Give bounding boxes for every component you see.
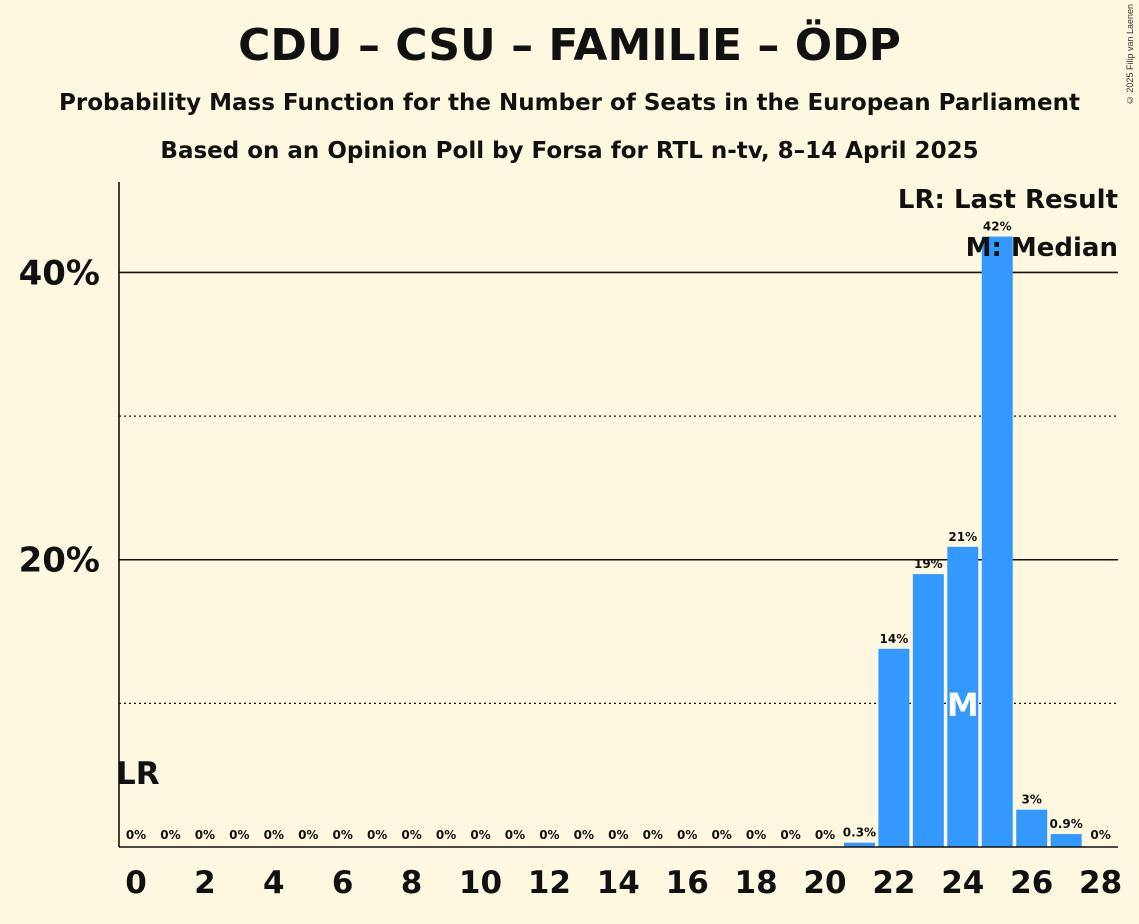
bar-value-label: 0% [195,828,215,842]
x-tick-label: 16 [666,865,709,901]
chart-title: CDU – CSU – FAMILIE – ÖDP [238,20,901,71]
chart-source-subtitle: Based on an Opinion Poll by Forsa for RT… [160,138,979,164]
legend-last-result: LR: Last Result [897,185,1118,215]
bar-value-label: 0% [574,828,594,842]
x-tick-label: 28 [1079,865,1122,901]
bar-value-label: 0% [505,828,525,842]
x-tick-label: 4 [263,865,285,901]
bar [981,236,1013,847]
x-tick-label: 20 [803,865,846,901]
last-result-marker: LR [116,756,160,792]
x-tick-label: 8 [401,865,423,901]
bar [878,648,910,847]
bar-value-label: 0% [539,828,559,842]
x-tick-label: 26 [1010,865,1053,901]
bars [843,236,1082,847]
bar-value-label: 0.3% [843,826,876,840]
bar-value-label: 0% [608,828,628,842]
bar-value-label: 0% [333,828,353,842]
bar [912,574,944,847]
axes: 20%40%0 2 4 6 8 10 12 14 16 18 20 22 24 26 28 [19,182,1122,901]
chart-subtitle: Probability Mass Function for the Number… [59,90,1080,116]
bar-value-label: 19% [914,557,943,571]
bar-value-label: 0% [401,828,421,842]
bar-value-label: 3% [1022,793,1042,807]
x-tick-label: 10 [459,865,502,901]
bar-value-label: 0% [436,828,456,842]
bar-value-label: 0% [126,828,146,842]
bar-value-label: 0% [229,828,249,842]
bar-value-label: 21% [948,530,977,544]
bar [1050,834,1082,847]
legend-median: M: Median [965,233,1118,263]
bar-value-label: 0% [298,828,318,842]
bar [947,546,979,847]
x-tick-label: 14 [597,865,640,901]
x-tick-label: 22 [872,865,915,901]
x-tick-label: 6 [332,865,354,901]
y-tick-label: 40% [19,253,100,293]
data-labels: 0% 0% 0% 0% 0% 0% 0% 0% 0% 0% 0% 0% 0% 0% 0% 0% 0% 0% 0% 0%… [116,220,1111,842]
x-tick-label: 24 [941,865,984,901]
bar-value-label: 0% [160,828,180,842]
bar [843,842,875,847]
x-tick-label: 2 [194,865,216,901]
median-marker: M [947,686,979,724]
bar-value-label: 0% [470,828,490,842]
bar-value-label: 14% [880,632,909,646]
bar-value-label: 0% [1090,828,1110,842]
bar-value-label: 0% [264,828,284,842]
x-tick-label: 18 [735,865,778,901]
bar-value-label: 42% [983,220,1012,234]
bar-value-label: 0% [643,828,663,842]
bar-value-label: 0% [711,828,731,842]
bar-value-label: 0% [677,828,697,842]
x-tick-label: 0 [125,865,147,901]
bar-value-label: 0% [780,828,800,842]
bar [1016,809,1048,847]
bar-value-label: 0% [815,828,835,842]
bar-value-label: 0.9% [1050,817,1083,831]
y-tick-label: 20% [19,541,100,581]
bar-value-label: 0% [367,828,387,842]
bar-value-label: 0% [746,828,766,842]
x-tick-label: 12 [528,865,571,901]
